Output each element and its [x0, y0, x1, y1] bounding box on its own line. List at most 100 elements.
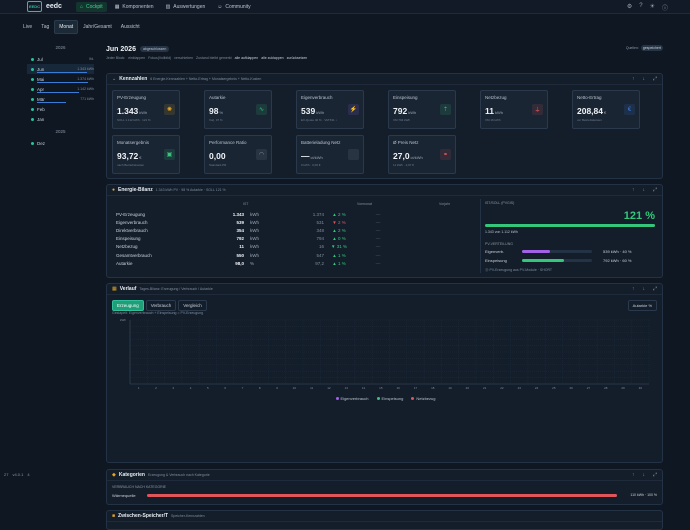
kpi-subtext: EV-Quote 40 % · VM 531 ↓: [301, 118, 338, 122]
app-logo[interactable]: EEDC: [27, 1, 42, 12]
sun-icon[interactable]: ☀: [649, 4, 655, 10]
status-dot: [31, 87, 34, 91]
tab-monat[interactable]: Monat: [54, 20, 79, 34]
tab-live[interactable]: Live: [23, 24, 33, 30]
sun-icon: ✺: [164, 104, 175, 115]
kpi-tile[interactable]: Einspeisung 792kWh VM 794 kWh ⇡: [388, 90, 456, 129]
cell-vj: —: [375, 244, 381, 250]
cell-delta: ▲ 1 %: [332, 260, 346, 266]
month-item[interactable]: Dez: [27, 138, 94, 148]
bilanz-table: PV-Erzeugung 1.343 kWh 1.374 ▲ 2 % — Eigenverb…: [116, 210, 402, 267]
kategorien-card: ◆ Kategorien Erzeugung & Verbrauch nach …: [106, 469, 663, 505]
nav-auswertungen[interactable]: ▥ Auswertungen: [162, 2, 210, 12]
nav-cockpit[interactable]: ⌂ Cockpit: [75, 1, 107, 12]
card-header[interactable]: ◆ Kategorien Erzeugung & Verbrauch nach …: [107, 470, 662, 481]
card-header[interactable]: ▦ Verlauf Tages-Bilanz: Erzeugung / Verb…: [107, 284, 662, 295]
status-c: 4: [27, 472, 30, 477]
x-tick-label: 1: [138, 386, 140, 390]
month-item[interactable]: Jan: [27, 114, 94, 124]
month-item[interactable]: Jun 1.343 kWh: [27, 64, 94, 74]
card-header[interactable]: ⌄ Kennzahlen 6 Energie-Kennzahlen + Nett…: [107, 74, 662, 85]
cell-ist: 539: [236, 219, 244, 225]
kpi-number: 27,0: [393, 151, 410, 161]
expand-icon[interactable]: ⤢: [652, 286, 657, 292]
chevron-down-icon[interactable]: ⌄: [112, 76, 117, 82]
kpi-tile[interactable]: Netto-Ertrag 208,84€ vor Betriebskosten €: [572, 90, 640, 129]
month-item[interactable]: Mär 771 kWh: [27, 94, 94, 104]
card-header[interactable]: ● Energie-Bilanz 1.343 kWh PV · 98 % Aut…: [107, 185, 662, 196]
x-tick-label: 30: [639, 386, 643, 390]
kpi-unit: kWh: [408, 110, 417, 115]
help-icon[interactable]: ?: [639, 3, 643, 9]
arrow-down-icon[interactable]: ↓: [642, 187, 645, 193]
arrow-up-icon[interactable]: ↑: [631, 286, 635, 292]
kpi-tile[interactable]: Batterieladung Netz —ct/kWh 0 kWh · 0,00 €: [296, 135, 364, 174]
hint-5[interactable]: alle aufklappen: [234, 56, 259, 60]
arrow-up-icon[interactable]: ↑: [631, 187, 635, 193]
legend-swatch: [376, 397, 380, 401]
expand-icon[interactable]: ⤢: [652, 187, 657, 193]
tab-aussicht[interactable]: Aussicht: [120, 24, 140, 30]
arrow-down-icon[interactable]: ↓: [642, 76, 645, 82]
month-sidebar: 2026 Jul lfd. Jun 1.343 kWh Mai 1.374 kWh Apr 1…: [27, 44, 94, 148]
kpi-number: 98: [209, 106, 219, 116]
period-tabs: Live Tag Monat Jahr/Gesamt Aussicht: [0, 15, 690, 39]
arrow-down-icon[interactable]: ↓: [642, 472, 645, 478]
autarkie-toggle[interactable]: Autarkie %: [627, 300, 657, 311]
zap-icon: ⚡: [348, 104, 359, 115]
month-label: Jan: [37, 116, 45, 122]
arrow-up-icon[interactable]: ↑: [631, 76, 635, 82]
arrow-up-icon[interactable]: ↑: [631, 472, 635, 478]
status-bar: 27 v4.0.1 4: [4, 472, 30, 477]
card-title: Zwischen-Speicher/T: [118, 513, 169, 519]
legend-label: Eigenverbrauch: [340, 396, 369, 401]
nav-community[interactable]: ☺ Community: [213, 2, 254, 12]
kpi-tile[interactable]: Monatsergebnis 93,72€ nach Betriebskosten ▣: [112, 135, 180, 174]
cell-delta: ▼ 2 %: [332, 219, 346, 225]
month-item[interactable]: Apr 1.142 kWh: [27, 84, 94, 94]
verlauf-tab-erzeugung[interactable]: Erzeugung: [112, 300, 144, 311]
gear-icon[interactable]: ⚙: [626, 4, 633, 10]
card-header[interactable]: ■ Zwischen-Speicher/T Speicher-Kennzahle…: [107, 511, 662, 522]
month-item[interactable]: Feb: [27, 104, 94, 114]
tab-tag[interactable]: Tag: [41, 24, 50, 30]
x-tick-label: 9: [276, 386, 278, 390]
cell-ist: 1.343: [232, 211, 244, 217]
x-tick-label: 5: [207, 386, 209, 390]
legend-swatch: [335, 397, 339, 401]
kpi-value: 11kWh: [485, 106, 543, 116]
month-bar: [37, 82, 88, 83]
x-tick-label: 6: [224, 386, 226, 390]
cell-vm: 97,2: [315, 260, 324, 266]
expand-icon[interactable]: ⤢: [652, 472, 657, 478]
cell-ist: 354: [236, 227, 244, 233]
kpi-tile[interactable]: Ø Preis Netz 27,0ct/kWh 11 kWh · 2,97 € ⚭: [388, 135, 456, 174]
expand-icon[interactable]: ⤢: [652, 76, 657, 82]
hint-6[interactable]: alle zuklappen: [261, 56, 284, 60]
year-label: 2025: [55, 129, 66, 134]
cell-vm: 16: [318, 244, 324, 250]
cell-vm: 348: [316, 227, 324, 233]
tab-jahr/gesamt[interactable]: Jahr/Gesamt: [83, 24, 112, 30]
kpi-tile[interactable]: Performance Ratio 0,00 Standard-PR ◠: [204, 135, 272, 174]
verlauf-tab-verbrauch[interactable]: Verbrauch: [145, 300, 177, 311]
arrow-down-icon[interactable]: ↓: [642, 286, 645, 292]
kpi-tile[interactable]: Eigenverbrauch 539kWh EV-Quote 40 % · VM 5…: [296, 90, 364, 129]
month-item[interactable]: Mai 1.374 kWh: [27, 74, 94, 84]
info-icon[interactable]: ⓘ: [661, 6, 668, 12]
kpi-tile[interactable]: Autarkie 98% Vorj. 97 % ∿: [204, 90, 272, 129]
kpi-tile[interactable]: PV-Erzeugung 1.343kWh SOLL 1.112 kWh · 121…: [112, 90, 180, 129]
pv-value: 539 kWh · 40 %: [603, 249, 632, 254]
kpi-label: Netzbezug: [485, 95, 507, 100]
home-icon: ⌂: [79, 3, 83, 10]
status-a: 27: [4, 472, 9, 477]
nav-komponenten[interactable]: ▦ Komponenten: [111, 2, 158, 12]
kpi-tile[interactable]: Netzbezug 11kWh VM 16 kWh ⏚: [480, 90, 548, 129]
pv-bar-fill: [522, 250, 550, 253]
month-item[interactable]: Jul lfd.: [27, 54, 94, 64]
verlauf-tab-vergleich[interactable]: Vergleich: [178, 300, 207, 311]
hint-7[interactable]: zurücksetzen: [286, 56, 308, 60]
users-icon: ☺: [217, 3, 223, 10]
month-value: 1.374 kWh: [77, 77, 94, 81]
cell-unit: kWh: [250, 252, 259, 258]
